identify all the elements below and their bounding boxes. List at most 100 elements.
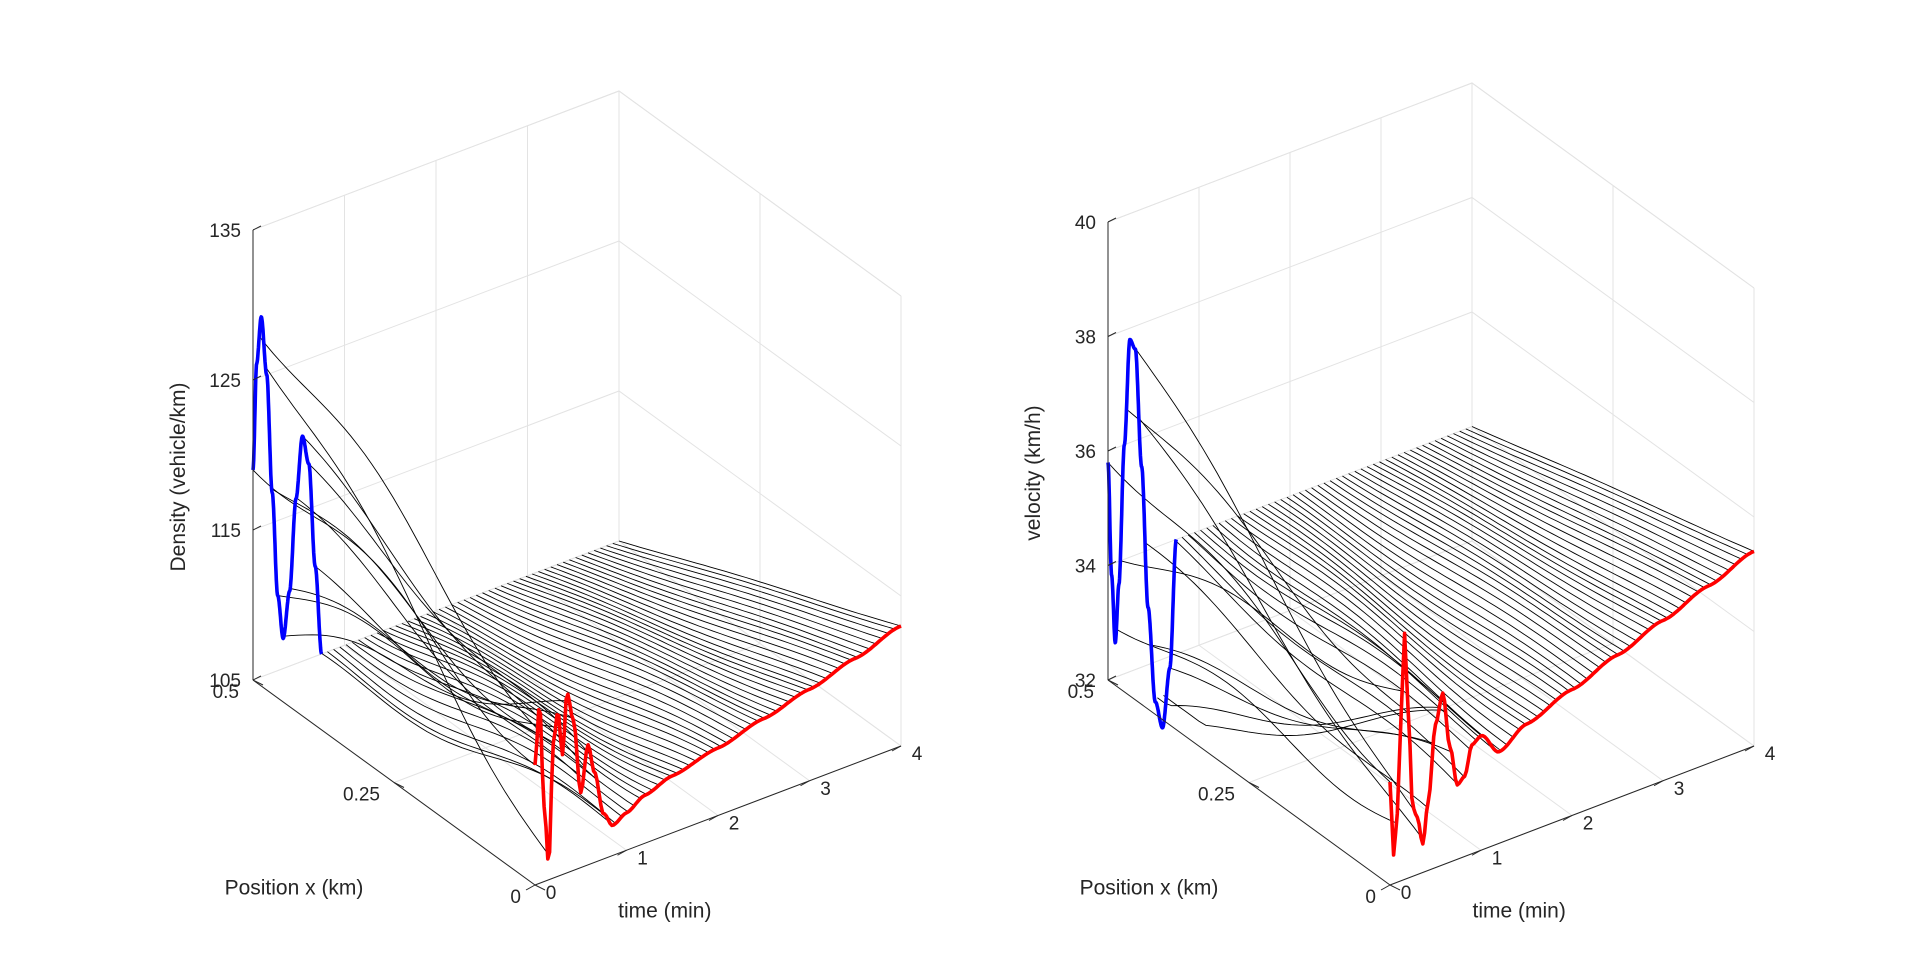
x-tick-label: 4 <box>912 744 923 765</box>
surface-slice <box>1120 560 1403 692</box>
x-tick <box>1744 745 1755 752</box>
y-tick-label: 0 <box>1365 887 1376 908</box>
surface-slice <box>550 566 833 674</box>
z-tick <box>1107 675 1117 681</box>
grid-line-z <box>1107 311 1755 518</box>
grid-line-z <box>1107 540 1755 747</box>
surface-slice <box>1397 454 1681 609</box>
surface-slice <box>1286 496 1570 692</box>
surface-slice <box>414 618 697 762</box>
surface-slice <box>252 469 536 766</box>
surface-slice <box>1391 456 1675 615</box>
y-tick-label: 0.5 <box>1068 682 1094 703</box>
surface-slice <box>432 611 716 750</box>
surface-slice <box>1373 463 1656 626</box>
y-axis-title: Position x (km) <box>1080 877 1219 900</box>
x-tick <box>708 815 719 821</box>
surface-slice <box>1422 444 1705 589</box>
x-axis-title: time (min) <box>618 899 711 922</box>
surface-slice <box>587 552 871 650</box>
surface-slice <box>507 582 790 703</box>
x-axis-title: time (min) <box>1473 899 1566 922</box>
y-tick-label: 0 <box>510 887 521 908</box>
surface-slice <box>1187 534 1471 750</box>
surface-slice <box>426 613 709 754</box>
grid-line-y-floor <box>393 643 761 783</box>
x-tick-label: 2 <box>1583 814 1594 835</box>
z-tick <box>252 525 262 531</box>
z-tick-label: 38 <box>1075 328 1096 349</box>
surface-slice <box>538 571 821 684</box>
surface-slice <box>569 559 852 661</box>
surface-slice <box>1459 430 1742 560</box>
surface-slice <box>1416 447 1699 593</box>
surface-slice <box>469 597 753 726</box>
surface-slice <box>401 623 685 771</box>
surface-slice <box>1280 499 1563 696</box>
surface-slice <box>488 590 771 716</box>
x-tick <box>1471 849 1482 856</box>
surface-slice <box>1126 408 1409 714</box>
surface-slice <box>1163 695 1446 736</box>
z-tick <box>1107 561 1117 566</box>
surface-slice <box>1410 449 1693 598</box>
grid-line-z <box>1107 196 1755 403</box>
surface-slice <box>364 637 647 795</box>
surface-slice <box>1354 470 1638 642</box>
x-tick <box>1653 780 1664 787</box>
surface-slice <box>438 608 722 748</box>
surface-slice <box>600 547 883 639</box>
y-tick <box>1389 884 1401 891</box>
y-tick <box>393 782 405 788</box>
y-tick-label: 0.25 <box>1198 785 1235 806</box>
x-tick <box>1562 815 1573 821</box>
x-tick <box>1380 884 1391 891</box>
surface-slice <box>1132 344 1416 812</box>
x-tick <box>525 884 536 891</box>
surface-slice <box>420 615 703 758</box>
surface-slice <box>476 594 759 722</box>
surface-slice <box>451 604 734 740</box>
surface-slice <box>594 549 877 645</box>
surface-slice <box>395 625 678 774</box>
surface-slice <box>606 545 889 634</box>
surface-slice <box>1311 487 1594 674</box>
surface-slice <box>544 568 827 679</box>
x-tick <box>617 849 627 856</box>
z-tick-label: 34 <box>1075 557 1097 578</box>
surface-slice <box>581 554 864 655</box>
boundary-curve-x0 <box>533 624 902 861</box>
y-tick-label: 0.25 <box>343 785 380 806</box>
surface-slice <box>1447 435 1730 571</box>
z-tick <box>1107 217 1117 223</box>
surface-slice <box>370 634 654 791</box>
surface-slice <box>463 599 747 730</box>
y-tick-label: 0.5 <box>213 682 239 703</box>
surface-slice <box>1342 475 1625 652</box>
surface-slice <box>1243 513 1526 725</box>
surface-slice <box>352 641 635 807</box>
boundary-curve-x05 <box>1106 337 1179 730</box>
surface-slice <box>1218 522 1502 752</box>
grid-line-z <box>252 240 902 447</box>
surface-slice <box>1360 468 1644 636</box>
surface-slice <box>308 463 592 756</box>
surface-slice <box>1212 525 1496 751</box>
z-tick <box>252 225 262 231</box>
y-tick <box>252 679 264 686</box>
surface-slice <box>1255 508 1539 718</box>
grid-line-y-floor <box>1248 643 1614 783</box>
x-tick-label: 0 <box>1401 883 1412 904</box>
box-top-edge <box>1107 82 1755 289</box>
surface-slice <box>1434 440 1718 582</box>
surface-slice <box>314 565 598 781</box>
surface-slice <box>482 592 765 719</box>
surface-slice <box>575 557 858 658</box>
surface-slice <box>1224 520 1508 746</box>
boundary-curve-x05 <box>251 315 324 656</box>
z-tick-label: 105 <box>209 671 241 692</box>
x-tick-label: 0 <box>546 883 557 904</box>
